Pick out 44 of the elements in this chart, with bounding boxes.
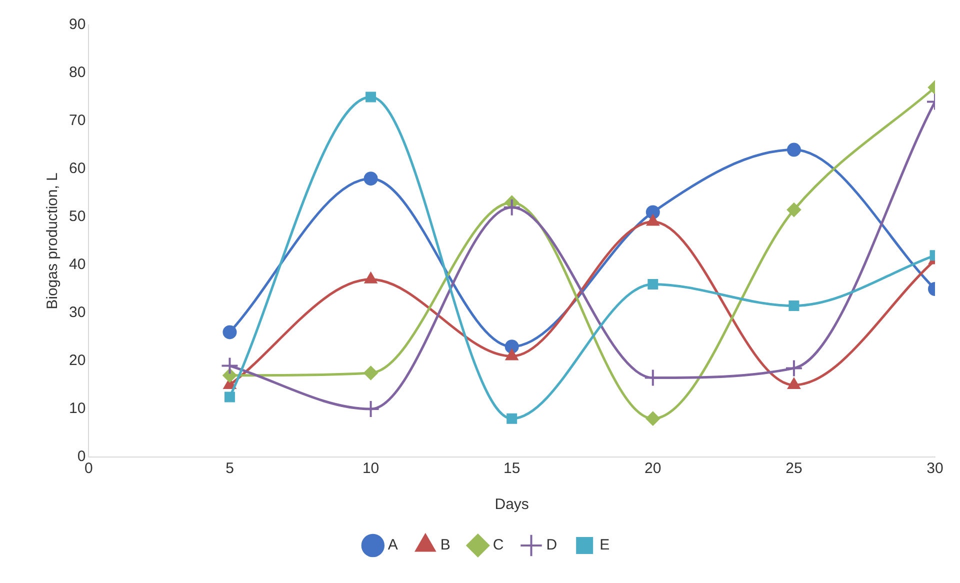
- y-tick-label: 90: [68, 16, 86, 34]
- y-axis-title: Biogas production, L: [44, 172, 62, 310]
- x-tick-label: 10: [362, 460, 380, 478]
- point: [506, 349, 518, 360]
- point: [646, 214, 660, 226]
- y-tick-label: 10: [68, 400, 86, 418]
- legend-label: E: [600, 536, 610, 554]
- x-tick-label: 20: [644, 460, 662, 478]
- point: [784, 359, 803, 378]
- x-tick-label: 25: [786, 460, 802, 478]
- point: [366, 92, 376, 102]
- y-tick-label: 80: [68, 64, 86, 82]
- point: [364, 366, 378, 380]
- point: [364, 272, 377, 284]
- y-tick-label: 70: [68, 112, 86, 130]
- x-tick-label: 30: [926, 460, 944, 478]
- y-tick-label: 20: [68, 352, 86, 370]
- point: [646, 412, 660, 426]
- legend-label: D: [546, 536, 558, 554]
- y-tick-label: 40: [68, 256, 86, 274]
- point: [224, 392, 235, 402]
- y-tick-label: 30: [68, 304, 86, 322]
- point: [646, 205, 660, 220]
- legend-label: C: [492, 536, 504, 554]
- x-tick-label: 5: [226, 460, 234, 478]
- point: [786, 202, 801, 217]
- legend-label: A: [388, 536, 398, 554]
- point: [502, 198, 521, 216]
- point: [504, 340, 519, 354]
- point: [220, 356, 239, 375]
- point: [222, 325, 237, 340]
- x-axis-title: Days: [494, 496, 529, 514]
- x-tick-label: 15: [504, 460, 520, 478]
- legend-label: B: [440, 536, 450, 554]
- y-tick-label: 60: [68, 160, 86, 178]
- point: [788, 378, 800, 389]
- y-tick-label: 50: [68, 208, 86, 226]
- point: [648, 278, 658, 290]
- point: [362, 400, 380, 418]
- point: [786, 142, 801, 157]
- y-tick-label: 0: [77, 448, 86, 466]
- point: [506, 413, 518, 424]
- point: [788, 300, 800, 312]
- point: [364, 172, 378, 186]
